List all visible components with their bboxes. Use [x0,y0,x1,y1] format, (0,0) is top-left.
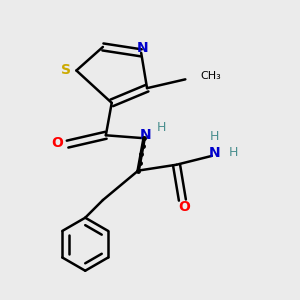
Text: CH₃: CH₃ [200,71,221,81]
Text: S: S [61,64,71,77]
Text: H: H [157,122,167,134]
Text: H: H [229,146,239,159]
Text: H: H [210,130,220,143]
Text: N: N [209,146,220,160]
Text: O: O [178,200,190,214]
Text: N: N [140,128,152,142]
Text: O: O [51,136,63,150]
Text: N: N [137,41,148,56]
